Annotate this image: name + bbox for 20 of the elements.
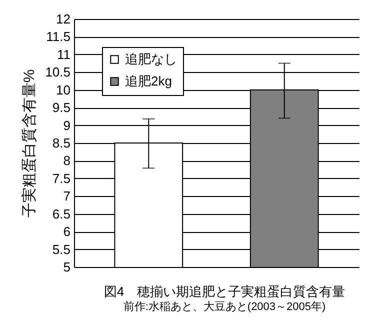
y-axis-title: 子実粗蛋白質含有量% — [21, 69, 38, 218]
y-tick-label: 7.5 — [52, 170, 70, 186]
y-tick-label: 6 — [63, 224, 70, 240]
text: 前作:水稲あと、大豆あと(2003～2005年) — [123, 300, 326, 313]
y-tick-label: 5 — [63, 260, 70, 274]
y-tick-label: 9.5 — [52, 100, 70, 116]
y-tick-label: 10 — [56, 82, 70, 98]
text: 図4 穂揃い期追肥と子実粗蛋白質含有量 — [104, 284, 346, 299]
y-tick-label: 6.5 — [52, 206, 70, 222]
y-tick-label: 8.5 — [52, 136, 70, 150]
y-tick-label: 11 — [57, 46, 70, 62]
legend-label: 追肥なし — [125, 52, 177, 66]
y-tick-label: 12 — [56, 12, 70, 26]
legend-label: 追肥2kg — [125, 74, 172, 88]
y-tick-label: 9 — [63, 118, 70, 133]
y-tick-label: 11.5 — [46, 29, 70, 44]
y-tick-label: 10.5 — [45, 64, 70, 80]
y-tick-label: 7 — [63, 188, 70, 204]
y-tick-label: 5.5 — [52, 242, 70, 257]
y-tick-label: 8 — [63, 153, 70, 168]
